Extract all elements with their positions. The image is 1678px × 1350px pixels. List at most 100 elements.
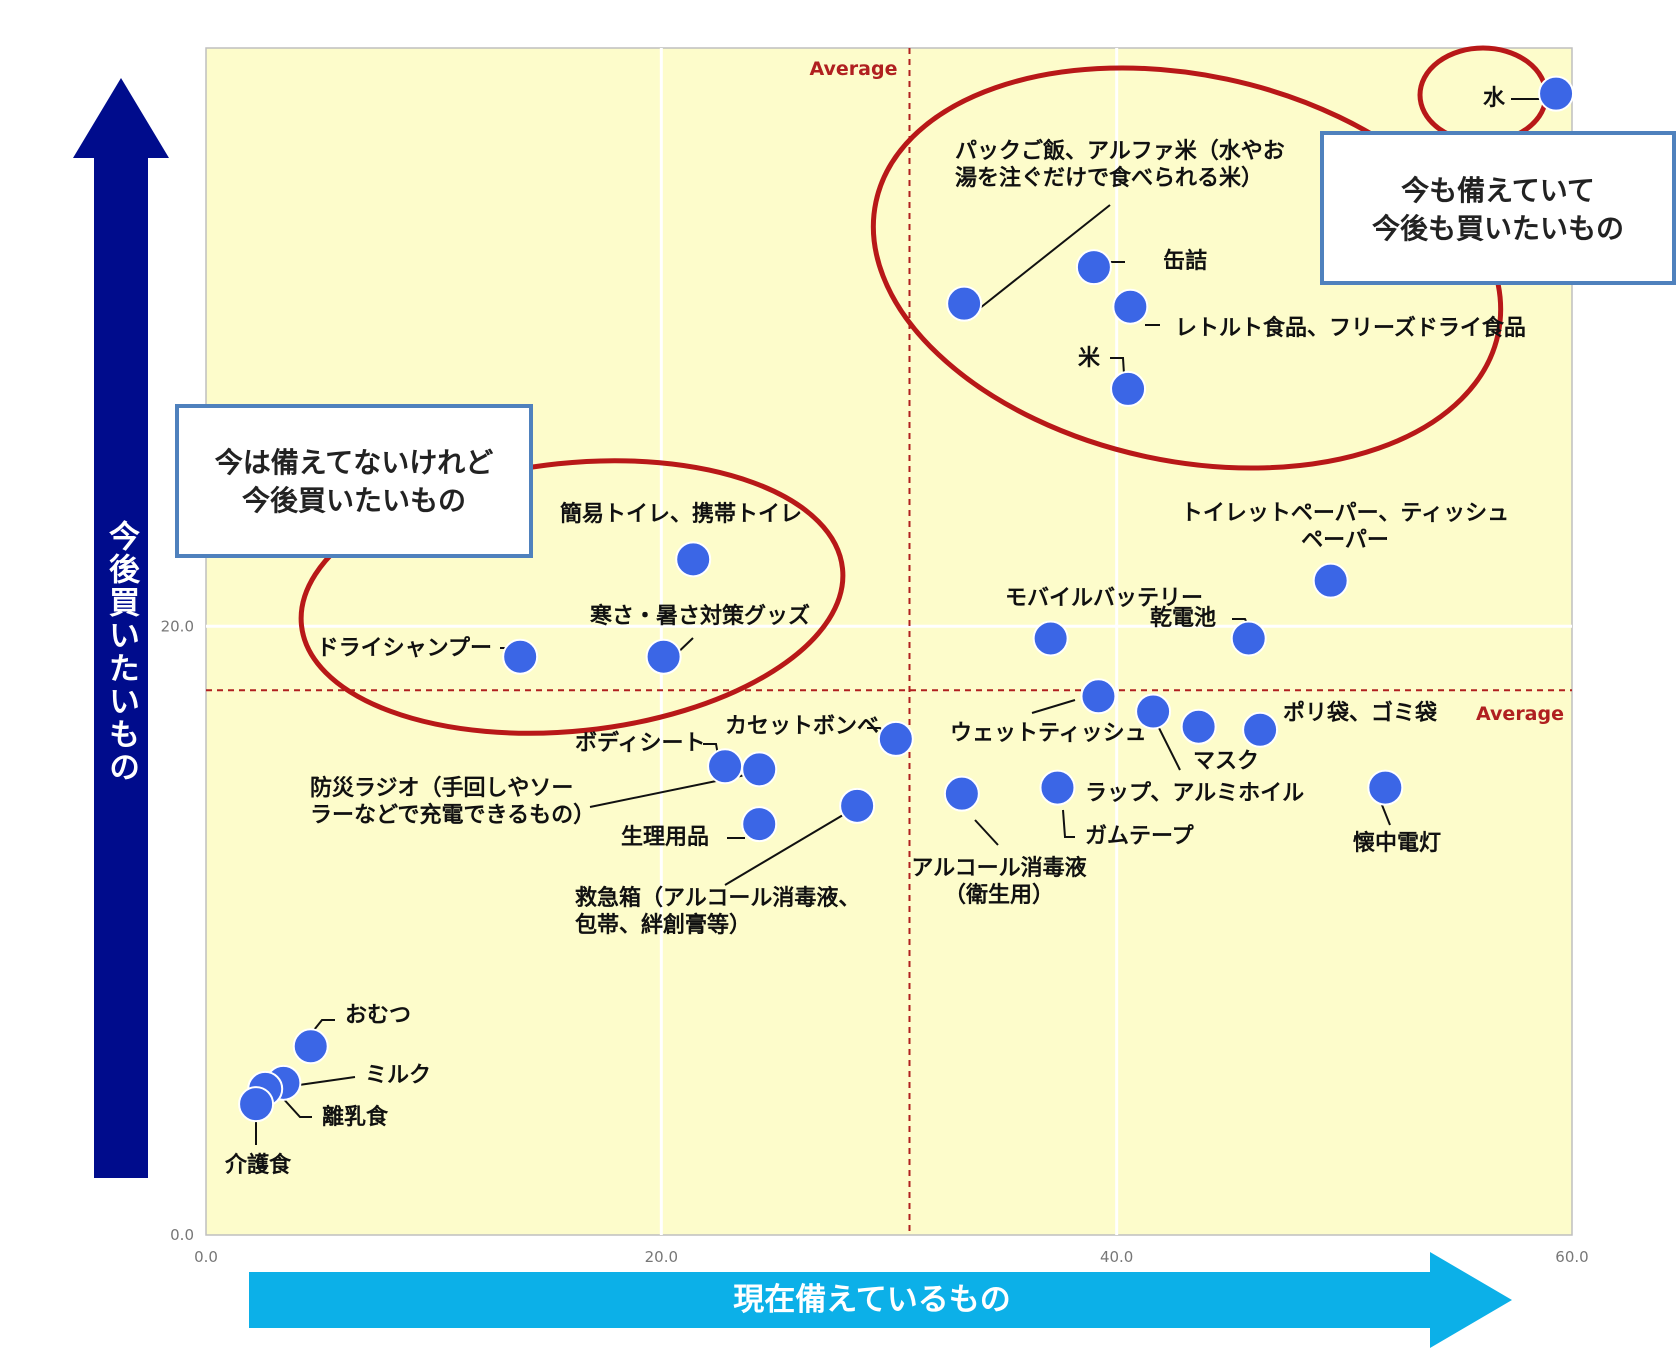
data-point <box>877 720 914 757</box>
point-label-line: 乾電池 <box>1150 605 1216 631</box>
highlight-ellipse-upper-right <box>870 65 1504 471</box>
point-label-line: （衛生用） <box>944 882 1054 908</box>
data-point <box>1180 708 1217 745</box>
point-label: ラップ、アルミホイル <box>1085 781 1304 806</box>
data-point <box>1032 620 1069 657</box>
point-label: レトルト食品、フリーズドライ食品 <box>1175 315 1526 341</box>
point-label: トイレットペーパー、ティッシュペーパー <box>1181 501 1509 553</box>
point-label: ガムテープ <box>1085 824 1195 849</box>
y-axis-arrow <box>73 78 169 1178</box>
average-y-label: Average <box>1476 703 1564 725</box>
x-axis-title: 現在備えているもの <box>733 1282 1010 1318</box>
callout-box <box>175 404 533 558</box>
point-label: 懐中電灯 <box>1353 830 1441 856</box>
average-x-label: Average <box>810 58 898 80</box>
leader-line <box>1031 699 1076 714</box>
point-label-line: アルコール消毒液 <box>911 855 1086 881</box>
point-label: ミルク <box>365 1063 431 1088</box>
point-label: ドライシャンプー <box>317 636 492 661</box>
point-label: 乾電池 <box>1150 605 1216 631</box>
point-label-line: 離乳食 <box>322 1104 389 1130</box>
point-label-line: マスク <box>1193 749 1259 774</box>
data-point <box>1080 678 1117 715</box>
data-point <box>1112 288 1149 325</box>
x-tick-label: 0.0 <box>194 1248 218 1266</box>
leader-line <box>1062 809 1075 838</box>
point-label: 救急箱（アルコール消毒液、包帯、絆創膏等） <box>575 885 860 938</box>
data-point <box>707 748 744 785</box>
data-point <box>1367 769 1404 806</box>
point-label-line: ラーなどで充電できるもの） <box>310 802 595 828</box>
data-point <box>1075 249 1112 286</box>
callout-box <box>1320 131 1676 285</box>
point-label: 寒さ・暑さ対策グッズ <box>590 603 810 629</box>
leader-line <box>279 1094 312 1118</box>
point-label-line: ラップ、アルミホイル <box>1085 781 1304 806</box>
data-point <box>946 285 983 322</box>
point-label-line: ポリ袋、ゴミ袋 <box>1283 700 1438 726</box>
data-point <box>1110 370 1147 407</box>
x-tick-label: 60.0 <box>1555 1248 1588 1266</box>
point-label-line: 米 <box>1078 346 1101 371</box>
point-label-line: パックご飯、アルファ米（水やお <box>955 138 1285 164</box>
point-label-line: 救急箱（アルコール消毒液、 <box>575 885 860 911</box>
data-point <box>741 751 778 788</box>
callout-text: 今は備えてないけれど <box>215 446 494 479</box>
point-label: ボディシート <box>575 730 705 756</box>
point-label-line: ドライシャンプー <box>317 636 492 661</box>
data-point <box>1538 75 1575 112</box>
point-label-line: 介護食 <box>224 1152 292 1178</box>
point-label-line: 防災ラジオ（手回しやソー <box>310 776 573 801</box>
y-tick-label: 0.0 <box>170 1226 194 1244</box>
point-label: ポリ袋、ゴミ袋 <box>1283 700 1438 726</box>
data-point <box>943 775 980 812</box>
data-point <box>502 638 539 675</box>
point-label: パックご飯、アルファ米（水やお湯を注ぐだけで食べられる米） <box>955 138 1285 191</box>
point-label: マスク <box>1193 749 1259 774</box>
callout-text: 今後も買いたいもの <box>1372 212 1624 245</box>
data-point <box>645 638 682 675</box>
point-label-line: ペーパー <box>1301 528 1389 553</box>
point-label-line: おむつ <box>345 1003 411 1028</box>
leader-line <box>724 814 844 886</box>
point-label: 生理用品 <box>621 825 709 850</box>
data-point <box>1230 620 1267 657</box>
leader-line <box>974 819 999 846</box>
data-point <box>1242 711 1279 748</box>
point-label-line: 簡易トイレ、携帯トイレ <box>560 501 802 527</box>
y-tick-label: 20.0 <box>161 617 194 635</box>
point-label-line: 寒さ・暑さ対策グッズ <box>590 603 810 629</box>
x-tick-label: 40.0 <box>1100 1248 1133 1266</box>
point-label: 防災ラジオ（手回しやソーラーなどで充電できるもの） <box>310 776 595 828</box>
point-label-line: カセットボンベ <box>725 714 879 739</box>
point-label-line: トイレットペーパー、ティッシュ <box>1181 501 1509 526</box>
point-label: ウェットティッシュ <box>950 721 1147 746</box>
point-label-line: 湯を注ぐだけで食べられる米） <box>955 165 1263 191</box>
point-label-line: 水 <box>1483 86 1506 111</box>
point-label-line: ボディシート <box>575 730 705 756</box>
data-point <box>839 787 876 824</box>
data-point <box>675 541 712 578</box>
data-point <box>292 1028 329 1065</box>
data-point <box>1039 769 1076 806</box>
point-label-line: ウェットティッシュ <box>950 721 1147 746</box>
y-axis-title: 今後買いたいもの <box>103 519 140 784</box>
point-label-line: 懐中電灯 <box>1353 830 1441 856</box>
data-point <box>238 1086 275 1123</box>
point-label: モバイルバッテリー <box>1005 586 1203 611</box>
point-label: カセットボンベ <box>725 714 879 739</box>
point-label-line: 缶詰 <box>1163 248 1207 274</box>
point-label-line: ミルク <box>365 1063 431 1088</box>
callout-text: 今後買いたいもの <box>242 484 466 517</box>
point-label: 米 <box>1078 346 1101 371</box>
point-label: おむつ <box>345 1003 411 1028</box>
point-label-line: 包帯、絆創膏等） <box>575 912 751 938</box>
data-point <box>1135 693 1172 730</box>
point-label-line: モバイルバッテリー <box>1005 586 1203 611</box>
highlight-ellipse-upper-left <box>298 458 846 736</box>
x-axis-arrow <box>249 1252 1512 1348</box>
point-label-line: ガムテープ <box>1085 824 1195 849</box>
x-tick-label: 20.0 <box>645 1248 678 1266</box>
point-label: アルコール消毒液（衛生用） <box>911 855 1086 908</box>
